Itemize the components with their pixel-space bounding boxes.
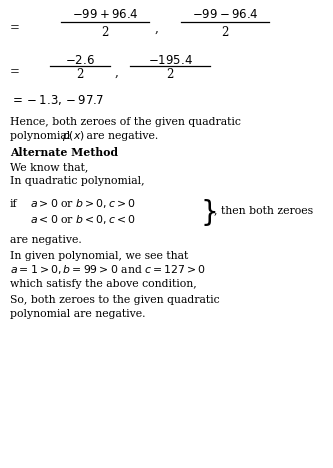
Text: if: if bbox=[10, 199, 18, 209]
Text: polynomial are negative.: polynomial are negative. bbox=[10, 309, 146, 319]
Text: 2: 2 bbox=[221, 25, 229, 38]
Text: $= -1.3, -97.7$: $= -1.3, -97.7$ bbox=[10, 93, 104, 107]
Text: $p(x)$: $p(x)$ bbox=[62, 129, 85, 143]
Text: $\}$: $\}$ bbox=[200, 197, 216, 227]
Text: Alternate Method: Alternate Method bbox=[10, 146, 118, 158]
Text: 2: 2 bbox=[76, 67, 84, 80]
Text: 2: 2 bbox=[166, 67, 174, 80]
Text: $a>0$ or $b>0, c>0$: $a>0$ or $b>0, c>0$ bbox=[30, 197, 136, 211]
Text: are negative.: are negative. bbox=[83, 131, 158, 141]
Text: So, both zeroes to the given quadratic: So, both zeroes to the given quadratic bbox=[10, 295, 220, 305]
Text: $-2.6$: $-2.6$ bbox=[65, 53, 95, 66]
Text: $-99+96.4$: $-99+96.4$ bbox=[72, 7, 139, 21]
Text: In given polynomial, we see that: In given polynomial, we see that bbox=[10, 251, 188, 261]
Text: $a<0$ or $b<0, c<0$: $a<0$ or $b<0, c<0$ bbox=[30, 213, 136, 227]
Text: 2: 2 bbox=[101, 25, 109, 38]
Text: Hence, both zeroes of the given quadratic: Hence, both zeroes of the given quadrati… bbox=[10, 117, 241, 127]
Text: ,: , bbox=[115, 66, 119, 79]
Text: $-195.4$: $-195.4$ bbox=[148, 53, 192, 66]
Text: ,: , bbox=[155, 22, 159, 35]
Text: =: = bbox=[10, 22, 20, 35]
Text: are negative.: are negative. bbox=[10, 235, 82, 245]
Text: polynomial: polynomial bbox=[10, 131, 74, 141]
Text: =: = bbox=[10, 66, 20, 79]
Text: which satisfy the above condition,: which satisfy the above condition, bbox=[10, 279, 197, 289]
Text: $a = 1 > 0, b = 99 > 0$ and $c = 127 > 0$: $a = 1 > 0, b = 99 > 0$ and $c = 127 > 0… bbox=[10, 263, 206, 277]
Text: In quadratic polynomial,: In quadratic polynomial, bbox=[10, 176, 145, 186]
Text: $-99-96.4$: $-99-96.4$ bbox=[191, 7, 258, 21]
Text: We know that,: We know that, bbox=[10, 162, 88, 172]
Text: , then both zeroes: , then both zeroes bbox=[214, 205, 313, 215]
